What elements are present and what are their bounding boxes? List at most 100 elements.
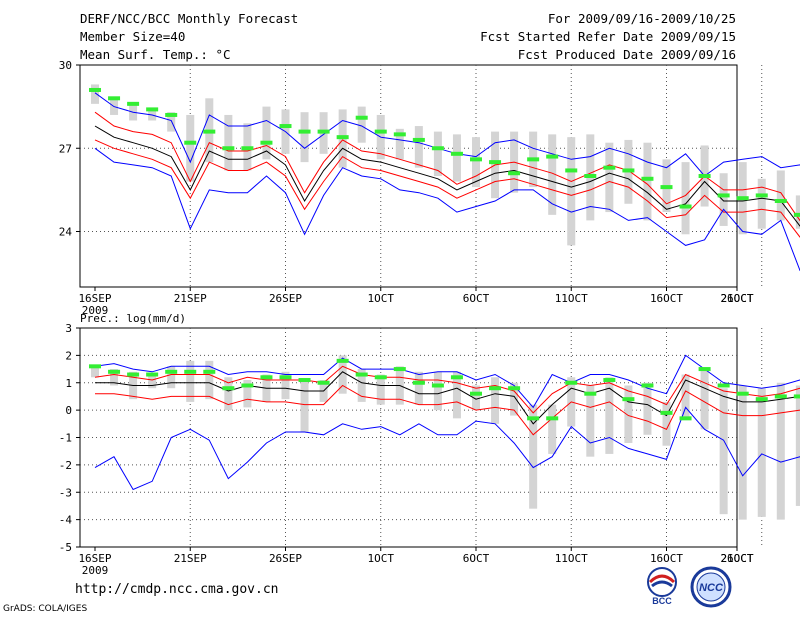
observed-marker xyxy=(431,146,444,151)
spread-bar xyxy=(357,369,366,402)
spread-bar xyxy=(776,170,785,221)
grads-credit: GrADS: COLA/IGES xyxy=(3,604,88,614)
observed-marker xyxy=(317,129,330,134)
x-tick-label: 11OCT xyxy=(555,292,588,305)
x-tick-label: 6OCT xyxy=(463,552,490,565)
observed-marker xyxy=(108,96,121,101)
observed-marker xyxy=(622,168,635,173)
observed-marker xyxy=(374,129,387,134)
spread-bar xyxy=(167,112,176,132)
spread-bar xyxy=(167,366,176,389)
spread-bar xyxy=(224,377,233,411)
x-tick-label: 11OCT xyxy=(555,552,588,565)
observed-marker xyxy=(774,198,787,203)
x-tick-label: 26SEP xyxy=(269,292,302,305)
spread-bar xyxy=(719,173,728,226)
observed-marker xyxy=(793,212,800,217)
spread-bar xyxy=(414,371,423,405)
spread-bar xyxy=(795,385,800,506)
observed-marker xyxy=(698,367,711,372)
x-tick-label: 26SEP xyxy=(269,552,302,565)
spread-bar xyxy=(300,380,309,433)
y-tick-label: 2 xyxy=(65,349,72,362)
spread-bar xyxy=(681,374,690,419)
observed-marker xyxy=(260,375,273,380)
spread-bar xyxy=(548,134,557,215)
spread-bar xyxy=(738,385,747,520)
observed-marker xyxy=(679,416,692,421)
observed-marker xyxy=(336,135,349,140)
observed-marker xyxy=(241,146,254,151)
y-tick-label: -5 xyxy=(59,541,72,554)
observed-marker xyxy=(584,174,597,178)
spread-bar xyxy=(338,355,347,394)
member-size: Member Size=40 xyxy=(80,29,186,44)
observed-marker xyxy=(717,193,730,198)
x-tick-label: 16OCT xyxy=(650,292,683,305)
observed-marker xyxy=(89,364,101,369)
observed-marker xyxy=(146,107,159,112)
spread-bar xyxy=(186,114,195,182)
x-tick-label: 21OCT xyxy=(720,552,753,565)
ncc-logo-icon: NCC xyxy=(690,566,732,608)
series-line-min xyxy=(94,406,800,491)
observed-marker xyxy=(489,386,502,391)
series-line-mean xyxy=(94,125,800,227)
x-tick-label: 16OCT xyxy=(650,552,683,565)
observed-marker xyxy=(527,157,540,162)
spread-bar xyxy=(605,377,614,454)
chart-panel-2: -5 -4 -3 -2 -1 0 1 2 3 16SEP 21SEP 26SEP 1OCT 6OCT 11O… xyxy=(59,312,800,577)
spread-bar xyxy=(529,404,538,509)
observed-marker xyxy=(603,165,616,170)
y-tick-label: 3 xyxy=(65,322,72,335)
observed-marker xyxy=(755,397,768,402)
observed-marker xyxy=(355,372,368,377)
observed-marker xyxy=(546,154,559,159)
observed-marker xyxy=(736,196,749,201)
observed-marker xyxy=(355,115,368,120)
y-tick-label: 1 xyxy=(65,377,72,390)
observed-marker xyxy=(165,112,178,117)
x-year-label: 2009 xyxy=(82,304,109,317)
series-line-max xyxy=(94,354,800,409)
observed-marker xyxy=(527,416,540,421)
observed-marker xyxy=(203,369,216,374)
observed-marker xyxy=(774,394,787,399)
spread-bar xyxy=(186,360,195,402)
spread-bar xyxy=(643,382,652,435)
precip-variable-label: Prec.: log(mm/d) xyxy=(80,312,186,325)
spread-bar xyxy=(795,195,800,229)
observed-marker xyxy=(298,378,311,383)
spread-bar xyxy=(433,131,442,176)
spread-bar xyxy=(624,385,633,443)
observed-marker xyxy=(622,397,635,402)
observed-marker xyxy=(374,375,387,380)
series-line-lower xyxy=(95,384,800,436)
spread-bar xyxy=(719,388,728,515)
spread-bar xyxy=(605,142,614,213)
x-tick-label: 21OCT xyxy=(720,292,753,305)
observed-marker xyxy=(470,157,482,162)
spread-bar xyxy=(357,106,366,143)
y-tick-label: -2 xyxy=(59,459,72,472)
observed-marker xyxy=(717,383,730,388)
observed-marker xyxy=(336,358,349,363)
observed-marker xyxy=(641,383,654,388)
x-tick-label: 21SEP xyxy=(174,292,207,305)
observed-marker xyxy=(546,416,559,421)
series-line-max xyxy=(94,92,800,177)
series-line-upper xyxy=(94,365,800,414)
observed-marker xyxy=(146,372,159,377)
spread-bar xyxy=(643,142,652,221)
spread-bar xyxy=(91,84,99,104)
observed-marker xyxy=(470,391,482,396)
x-tick-label: 21SEP xyxy=(174,552,207,565)
spread-bar xyxy=(472,385,480,411)
spread-bar xyxy=(243,380,252,408)
observed-marker xyxy=(489,160,502,165)
source-url[interactable]: http://cmdp.ncc.cma.gov.cn xyxy=(75,582,279,597)
spread-bar xyxy=(395,128,404,160)
spread-bar xyxy=(300,112,309,163)
observed-marker xyxy=(222,386,235,391)
